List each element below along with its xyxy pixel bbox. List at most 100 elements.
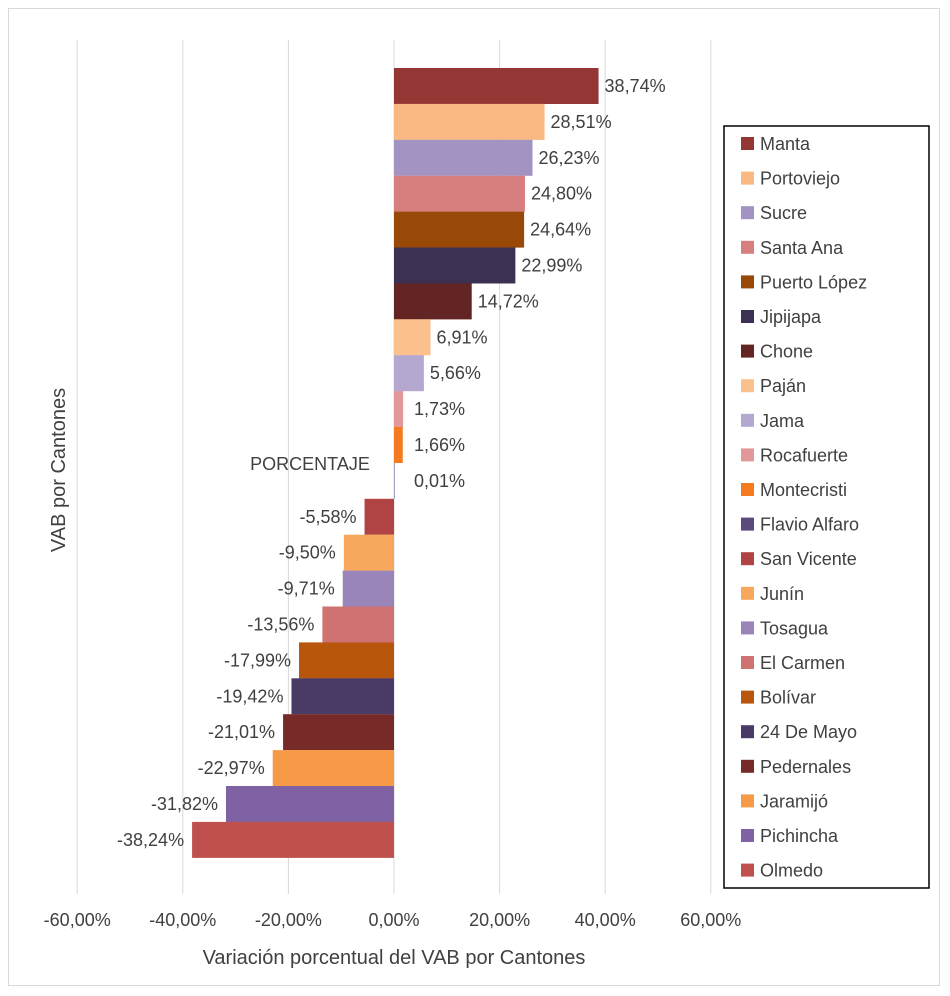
bar [394,247,516,284]
legend-swatch [741,344,754,358]
bars [192,68,599,858]
data-label: 24,64% [530,220,591,240]
legend-item-label: Flavio Alfaro [760,515,859,535]
data-label: 24,80% [531,184,592,204]
legend-swatch [741,206,754,220]
legend-swatch [741,829,754,842]
legend-swatch [741,240,754,254]
legend-swatch [741,483,754,496]
legend-swatch [741,310,754,323]
legend-item-label: Manta [760,134,811,154]
legend-item-label: Puerto López [760,272,867,292]
legend-swatch [741,137,754,150]
y-axis-title: VAB por Cantones [48,388,70,552]
x-tick-label: -60,00% [44,910,111,930]
legend-swatch [741,863,754,877]
legend-swatch [741,448,754,462]
legend-item-label: Santa Ana [760,238,844,258]
data-label: 28,51% [551,112,612,132]
legend-swatch [741,171,754,185]
series-label: PORCENTAJE [250,454,370,474]
bar [394,175,525,212]
data-label: -5,58% [299,507,356,527]
bar [299,642,394,679]
legend-item-label: Rocafuerte [760,445,848,465]
bar [343,534,394,571]
legend-item-label: Portoviejo [760,169,840,189]
legend-item-label: Chone [760,342,813,362]
legend-item-label: El Carmen [760,653,845,673]
data-label: -22,97% [198,758,265,778]
legend-swatch [741,621,754,635]
bar [394,462,395,499]
legend-swatch [741,379,754,393]
bar [394,68,599,104]
legend-swatch [741,794,754,808]
data-label: -19,42% [216,686,283,706]
x-tick-label: 40,00% [575,910,636,930]
data-label: -31,82% [151,794,218,814]
legend-item-label: Jipijapa [760,307,822,327]
legend-box [723,125,930,889]
data-label: -9,71% [278,579,335,599]
bar [394,427,403,463]
x-tick-label: 0,00% [368,910,419,930]
bar [192,821,394,858]
legend-swatch [741,552,754,566]
legend-item-label: Bolívar [760,688,816,708]
legend-swatch [741,759,754,773]
legend-item-label: Pichincha [760,826,839,846]
legend: Manta Portoviejo Sucre Santa Ana Puerto Lópe… [723,125,930,889]
legend-swatch [741,656,754,669]
bar [283,714,394,751]
bar [394,391,404,428]
data-label: 14,72% [478,291,539,311]
x-tick-labels: -60,00% -40,00% -20,00% 0,00% 20,00% 40,00% 60… [44,910,742,930]
bar [291,678,394,715]
data-label: 26,23% [538,148,599,168]
x-tick-label: -20,00% [255,910,322,930]
legend-item-label: Jaramijó [760,791,828,811]
bar [322,606,394,643]
data-label: -13,56% [247,615,314,635]
data-label: 38,74% [605,76,666,96]
bar [394,283,472,320]
legend-item-label: Paján [760,376,806,396]
bar [394,319,431,356]
bar [394,139,533,176]
legend-item-label: 24 De Mayo [760,722,857,742]
data-label: -38,24% [117,830,184,850]
data-label: 1,66% [414,435,465,455]
legend-swatch [741,413,754,427]
legend-item-label: Sucre [760,203,807,223]
data-label: -9,50% [279,543,336,563]
chart-frame [8,8,940,986]
bar [394,211,525,248]
data-labels: 38,74% 28,51% 26,23% 24,80% 24,64% 22,99% 14,7… [117,76,666,850]
bar [394,355,424,392]
legend-swatch [741,690,754,704]
x-tick-label: 20,00% [469,910,530,930]
legend-item-label: Tosagua [760,618,829,638]
data-label: 22,99% [521,256,582,276]
x-axis-title: Variación porcentual del VAB por Cantone… [203,947,586,969]
data-label: 5,66% [430,363,481,383]
legend-item-label: San Vicente [760,549,857,569]
data-label: 1,73% [414,399,465,419]
legend-swatch [741,517,754,531]
data-label: 0,01% [414,471,465,491]
bar [394,103,545,140]
legend-swatch [741,725,754,739]
legend-swatch [741,586,754,600]
data-label: 6,91% [436,327,487,347]
bar [364,498,394,535]
data-label: -21,01% [208,722,275,742]
legend-item-label: Montecristi [760,480,847,500]
legend-item-label: Jama [760,411,805,431]
legend-item-label: Junín [760,584,804,604]
legend-swatch [741,275,754,289]
legend-item-label: Olmedo [760,861,823,881]
x-tick-label: 60,00% [680,910,741,930]
bar [272,750,394,787]
